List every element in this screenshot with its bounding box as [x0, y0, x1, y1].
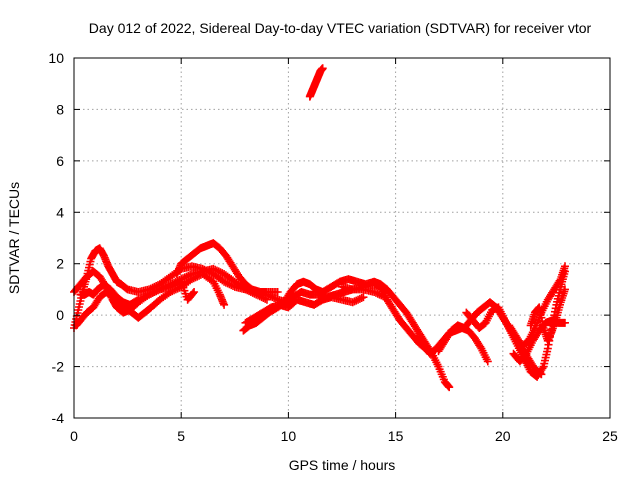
axis-ticks: [73, 57, 611, 419]
data-point: [181, 289, 190, 298]
x-tick-label: 5: [177, 428, 185, 444]
chart-title: Day 012 of 2022, Sidereal Day-to-day VTE…: [89, 20, 592, 36]
data-series: [70, 64, 569, 392]
series-track-4: [76, 277, 199, 309]
x-tick-label: 10: [281, 428, 297, 444]
data-point: [560, 262, 569, 271]
data-point: [262, 295, 271, 304]
data-point: [560, 318, 569, 327]
data-point: [359, 293, 368, 302]
y-tick-label: 4: [56, 204, 64, 220]
data-point: [445, 383, 454, 392]
x-tick-label: 15: [388, 428, 404, 444]
y-tick-labels: -4 -2 0 2 4 6 8 10: [48, 50, 64, 426]
y-tick-label: 2: [56, 256, 64, 272]
x-tick-label: 25: [602, 428, 618, 444]
data-point: [188, 289, 197, 298]
data-point: [560, 285, 569, 294]
data-point: [220, 300, 229, 309]
data-point: [190, 288, 199, 296]
data-point: [179, 283, 188, 292]
y-tick-label: -2: [52, 359, 65, 375]
data-point: [483, 357, 492, 366]
series-track-14: [505, 262, 569, 350]
data-point: [178, 280, 187, 289]
y-tick-label: 6: [56, 153, 64, 169]
y-axis-label: SDTVAR / TECUs: [6, 182, 22, 294]
data-point: [177, 277, 186, 286]
grid: [74, 58, 610, 418]
x-tick-label: 20: [495, 428, 511, 444]
data-point: [180, 286, 189, 295]
x-tick-labels: 0 5 10 15 20 25: [70, 428, 618, 444]
series-track-16: [526, 285, 569, 345]
data-point: [273, 288, 282, 296]
plot-frame: [73, 57, 611, 419]
y-tick-label: -4: [52, 410, 65, 426]
series-track-10: [305, 64, 327, 101]
y-tick-label: 10: [48, 50, 64, 66]
y-tick-label: 0: [56, 307, 64, 323]
y-tick-label: 8: [56, 101, 64, 117]
x-axis-label: GPS time / hours: [289, 457, 396, 473]
series-track-5: [172, 239, 282, 296]
data-point: [318, 64, 327, 73]
x-tick-label: 0: [70, 428, 78, 444]
series-track-7: [241, 293, 368, 327]
series-track-3: [72, 270, 229, 330]
